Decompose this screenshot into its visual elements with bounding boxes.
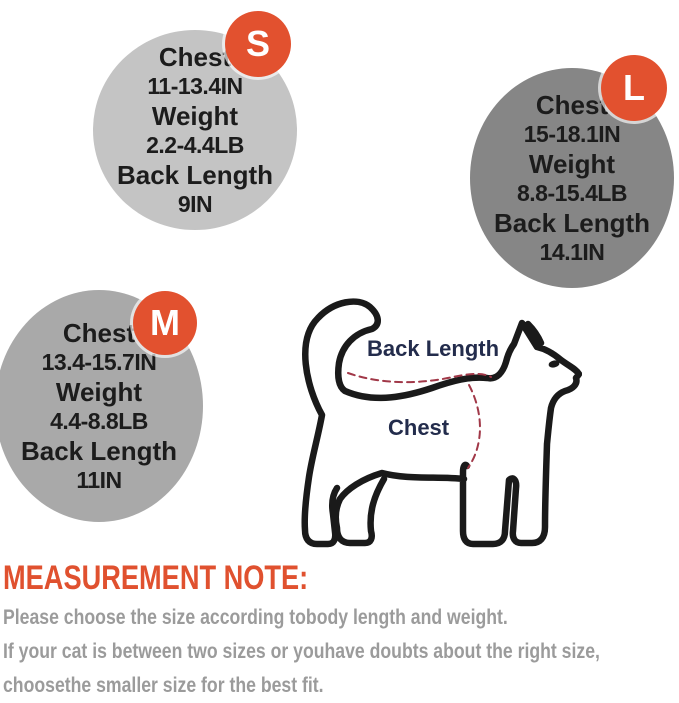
back-length-label: Back Length <box>116 159 274 190</box>
diagram-chest-label: Chest <box>388 415 450 440</box>
weight-value: 8.8-15.4LB <box>516 179 628 206</box>
back-length-label: Back Length <box>20 435 178 466</box>
back-length-label: Back Length <box>493 207 651 238</box>
back-length-dashed-line <box>347 372 492 384</box>
chest-label: Chest <box>62 317 136 348</box>
cat-outline <box>301 298 582 548</box>
note-line-3: choosethe smaller size for the best fit. <box>3 674 324 697</box>
size-badge-s: S <box>225 11 291 77</box>
chest-value: 13.4-15.7IN <box>41 348 157 375</box>
back-length-value: 14.1IN <box>539 238 605 265</box>
size-chart-circle-m: Chest 13.4-15.7IN Weight 4.4-8.8LB Back … <box>0 290 203 522</box>
size-badge-l: L <box>601 55 667 121</box>
weight-value: 2.2-4.4LB <box>146 131 244 158</box>
cat-diagram-illustration <box>301 298 582 548</box>
size-badge-m: M <box>133 291 197 355</box>
chest-label: Chest <box>535 89 609 120</box>
weight-label: Weight <box>151 100 239 131</box>
note-line-1: Please choose the size according tobody … <box>3 606 508 629</box>
note-line-2: If your cat is between two sizes or youh… <box>3 640 600 663</box>
chest-value: 15-18.1IN <box>523 120 621 147</box>
chest-label: Chest <box>158 41 232 72</box>
measurement-note-title: MEASUREMENT NOTE: <box>3 559 309 597</box>
cat-eye <box>548 360 560 368</box>
weight-label: Weight <box>528 148 616 179</box>
measurement-note-body: Please choose the size according tobody … <box>3 601 675 703</box>
diagram-back-length-label: Back Length <box>367 336 500 361</box>
chest-dashed-line <box>467 384 481 469</box>
back-length-value: 11IN <box>76 466 122 493</box>
weight-label: Weight <box>55 376 143 407</box>
weight-value: 4.4-8.8LB <box>50 407 148 434</box>
chest-value: 11-13.4IN <box>147 72 243 99</box>
back-length-value: 9IN <box>177 190 213 217</box>
